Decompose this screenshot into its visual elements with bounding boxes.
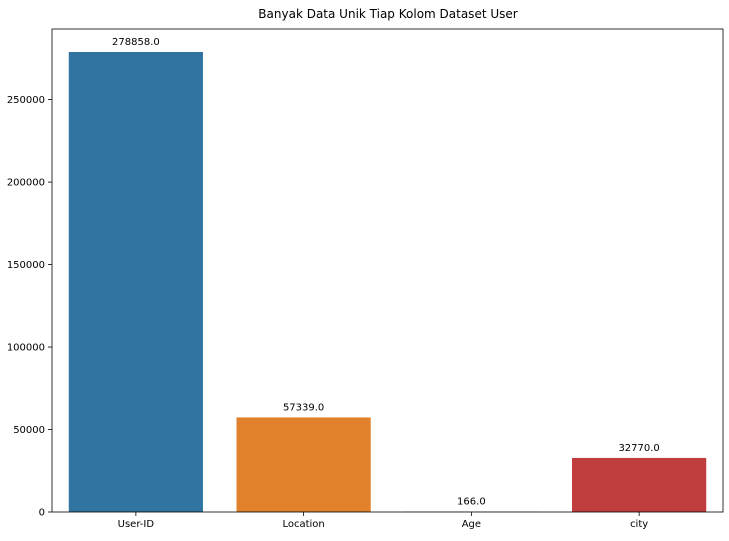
y-tick-label-0: 0 [39, 508, 45, 519]
data-label-location: 57339.0 [283, 402, 324, 413]
bar-location [237, 417, 371, 512]
y-axis: 0 50000 100000 150000 200000 250000 [7, 95, 52, 518]
chart-title: Banyak Data Unik Tiap Kolom Dataset User [258, 7, 517, 21]
bar-user-id [69, 52, 203, 512]
y-tick-label-250000: 250000 [7, 95, 45, 106]
x-tick-label-location: Location [282, 519, 324, 530]
bars-group [69, 52, 706, 512]
x-tick-label-age: Age [462, 519, 481, 530]
y-tick-label-100000: 100000 [7, 343, 45, 354]
y-tick-label-200000: 200000 [7, 178, 45, 189]
data-label-user-id: 278858.0 [112, 37, 160, 48]
y-tick-label-150000: 150000 [7, 260, 45, 271]
data-label-city: 32770.0 [618, 443, 659, 454]
x-tick-label-city: city [630, 519, 648, 530]
x-tick-label-user-id: User-ID [118, 519, 155, 530]
data-label-age: 166.0 [457, 497, 486, 508]
bar-city [572, 458, 706, 512]
y-tick-label-50000: 50000 [13, 425, 45, 436]
x-axis: User-ID Location Age city [118, 512, 649, 530]
